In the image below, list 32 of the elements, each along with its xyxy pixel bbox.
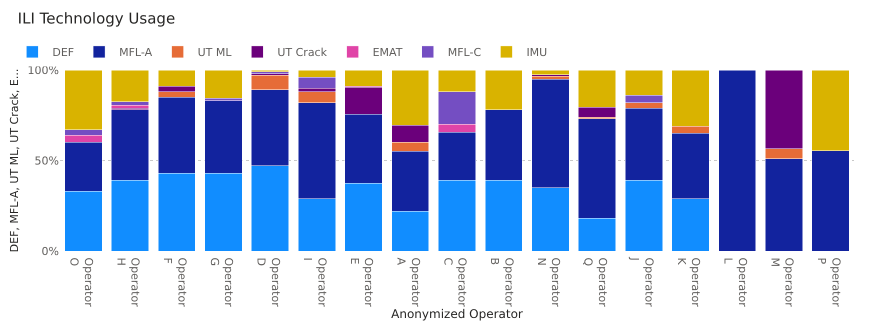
x-tick-label: Operator J — [628, 256, 656, 308]
legend-label: MFL-A — [119, 46, 153, 60]
x-tick-label: Operator A — [394, 258, 422, 308]
y-axis-title: DEF, MFL-A, UT ML, UT Crack, E... — [8, 68, 22, 252]
x-tick-label: Operator O — [68, 258, 95, 308]
legend-label: MFL-C — [448, 46, 482, 60]
bar — [718, 70, 756, 251]
x-tick-label: Operator B — [488, 258, 516, 308]
x-tick-label: Operator I — [301, 258, 329, 308]
x-tick-label: Operator Q — [581, 258, 609, 308]
legend-label: DEF — [52, 46, 74, 60]
x-tick-label: Operator L — [722, 258, 749, 308]
legend-label: IMU — [526, 46, 548, 60]
y-tick-label: 0% — [42, 244, 59, 258]
x-tick-label: Operator G — [208, 258, 236, 308]
x-tick-label: Operator P — [815, 258, 842, 308]
x-tick-label: Operator M — [768, 258, 796, 308]
bar — [204, 70, 242, 98]
x-tick-label: Operator D — [254, 258, 282, 308]
x-axis-title: Anonymized Operator — [391, 307, 523, 322]
bar — [111, 70, 149, 102]
x-tick-label: Operator N — [534, 258, 562, 308]
legend-label: UT ML — [198, 46, 232, 60]
x-tick-label: Operator C — [441, 258, 469, 308]
x-tick-label: Operator H — [114, 258, 142, 308]
y-tick-label: 50% — [34, 154, 59, 168]
x-tick-label: Operator E — [348, 258, 376, 308]
legend-label: EMAT — [372, 46, 403, 60]
legend-label: UT Crack — [277, 46, 328, 60]
x-tick-label: Operator K — [674, 258, 702, 308]
x-tick-label: Operator F — [161, 258, 188, 308]
chart-title: ILI Technology Usage — [18, 10, 176, 28]
